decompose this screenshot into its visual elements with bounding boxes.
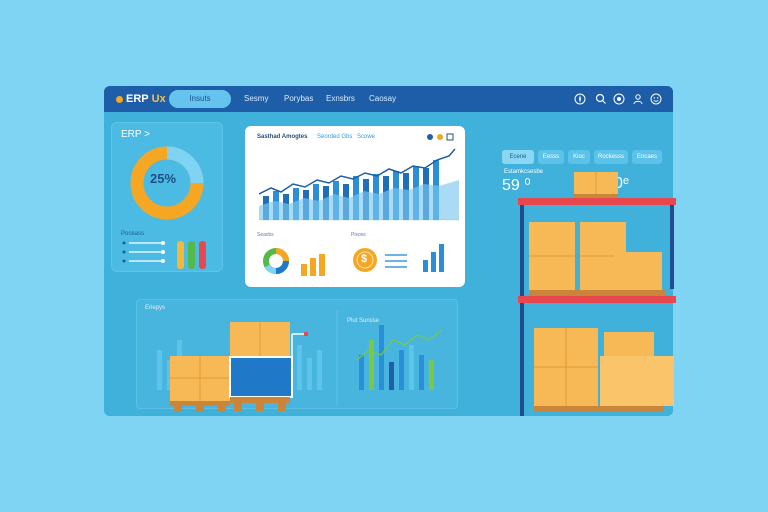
logo-suffix: Ux	[151, 93, 166, 105]
mini-line-list	[385, 254, 407, 268]
pallet-scene	[170, 322, 308, 412]
mini-bar	[177, 241, 184, 269]
rack-beam-top	[518, 198, 676, 205]
nav-item-4[interactable]: Caosay	[369, 94, 397, 103]
slider-row[interactable]	[122, 250, 166, 254]
bottom-right-bar-chart	[356, 325, 443, 390]
app-logo[interactable]: ERP Ux	[116, 93, 166, 105]
nav-item-1[interactable]: Sesmy	[244, 94, 269, 103]
mini-bar	[188, 241, 195, 269]
sub-chart-left-label: Seavbs	[257, 232, 274, 238]
area-fill	[259, 180, 459, 220]
stat-caption: Estamkcsesbe	[504, 169, 544, 175]
slider-list	[122, 241, 206, 269]
box-stack-left	[170, 356, 230, 412]
donut-segment	[130, 146, 204, 220]
legend-item-1[interactable]: Seorded Gbs	[317, 134, 353, 140]
settings-icon[interactable]	[613, 93, 625, 105]
warehouse-tab-1[interactable]: Ecene	[502, 150, 534, 164]
bottom-right-label: Plut Sunsse	[347, 318, 380, 324]
analytics-card: Sasthad Amogtes Seorded Gbs Scowe	[245, 126, 465, 287]
logo-text: ERP	[126, 93, 149, 105]
card-actions	[427, 133, 454, 141]
app-window: ERP Ux Insuts Sesmy Porybas Exnsbrs Caos…	[104, 86, 673, 416]
smile-icon[interactable]	[650, 93, 662, 105]
bottom-left-label: Eriepys	[145, 305, 166, 311]
nav-item-3[interactable]: Exnsbrs	[326, 94, 355, 103]
mini-column-chart	[423, 244, 444, 272]
rack-post-left	[520, 205, 524, 416]
top-navbar: ERP Ux Insuts Sesmy Porybas Exnsbrs Caos…	[104, 86, 673, 112]
overview-title[interactable]: ERP >	[121, 129, 150, 140]
stat-value-left: 59 ⁰	[502, 177, 531, 194]
overview-card: ERP > 25% Poceass	[111, 122, 223, 272]
mini-bar	[199, 241, 206, 269]
warehouse-tab-3[interactable]: Kioc	[568, 150, 590, 164]
bottom-panel-graphics	[157, 310, 443, 405]
action-dot-icon[interactable]	[427, 134, 433, 140]
sub-chart-right-label: Pisoss	[351, 232, 366, 238]
donut-chart	[130, 146, 204, 220]
nav-item-active[interactable]: Insuts	[169, 90, 231, 108]
warehouse-rack	[518, 172, 676, 416]
rack-post-right	[670, 205, 674, 289]
warehouse-tab-2[interactable]: Eesss	[538, 150, 564, 164]
expand-icon[interactable]	[446, 133, 454, 141]
mini-donut-chart	[263, 248, 289, 274]
logo-dot-icon	[116, 95, 123, 103]
compass-icon[interactable]	[574, 93, 586, 105]
slider-row[interactable]	[122, 241, 166, 245]
rack-beam-middle	[518, 296, 676, 303]
warehouse-tab-5[interactable]: Encaes	[632, 150, 662, 164]
coin-symbol: $	[361, 253, 368, 265]
nav-item-2[interactable]: Porybas	[284, 94, 314, 103]
legend-item-2[interactable]: Scowe	[357, 134, 376, 140]
top-box	[574, 172, 618, 198]
search-icon[interactable]	[595, 93, 607, 105]
mini-bar-chart	[301, 254, 325, 276]
slider-row[interactable]	[122, 259, 166, 263]
rack-shelf-2-boxes	[534, 328, 674, 412]
coin-icon	[353, 248, 377, 272]
warehouse-tab-4[interactable]: Rockesss	[594, 150, 628, 164]
donut-value: 25%	[150, 171, 177, 186]
list-title: Poceass	[121, 231, 145, 237]
action-dot-icon[interactable]	[437, 134, 443, 140]
trend-line	[259, 148, 456, 195]
box-stack-center	[229, 322, 293, 411]
analytics-title[interactable]: Sasthad Amogtes	[257, 134, 308, 140]
user-icon[interactable]	[632, 93, 644, 105]
area-bar-chart	[259, 148, 459, 221]
rack-shelf-1-boxes	[529, 222, 665, 296]
flag-icon	[304, 332, 308, 336]
